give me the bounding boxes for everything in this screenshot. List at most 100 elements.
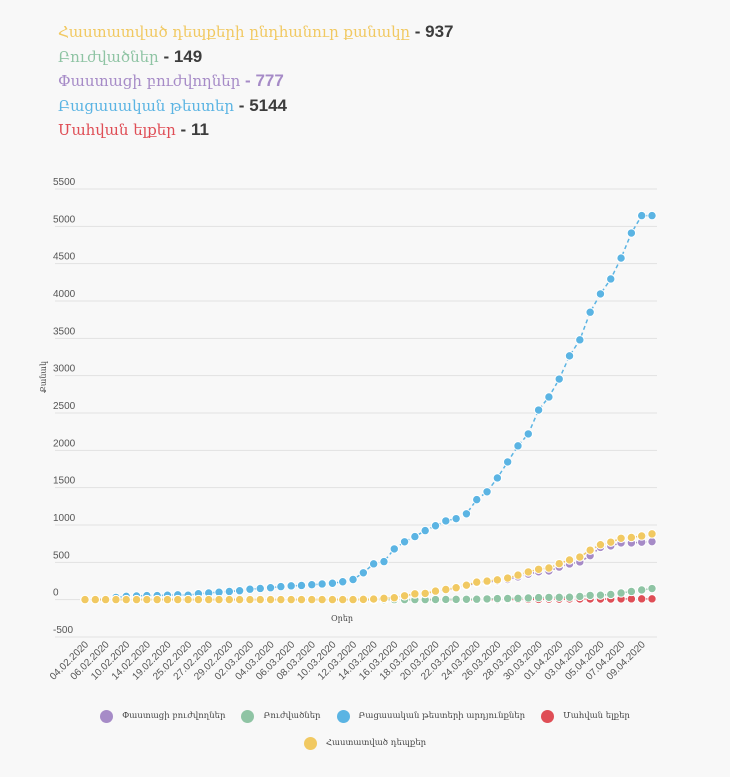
data-point[interactable]	[472, 594, 482, 604]
data-point[interactable]	[173, 594, 183, 605]
data-point[interactable]	[286, 581, 296, 591]
data-point[interactable]	[245, 584, 255, 594]
data-point[interactable]	[472, 494, 482, 505]
data-point[interactable]	[204, 594, 214, 605]
data-point[interactable]	[441, 594, 451, 605]
data-point[interactable]	[441, 584, 451, 595]
legend-item[interactable]: Բացասական թեստերի արդյունքներ	[336, 709, 525, 723]
data-point[interactable]	[399, 591, 410, 601]
data-point[interactable]	[533, 592, 544, 603]
data-point[interactable]	[461, 594, 472, 604]
data-point[interactable]	[595, 590, 606, 600]
data-point[interactable]	[636, 585, 647, 595]
data-point[interactable]	[616, 588, 626, 598]
data-point[interactable]	[554, 592, 564, 603]
data-point[interactable]	[606, 589, 616, 600]
data-point[interactable]	[647, 536, 657, 547]
data-point[interactable]	[389, 544, 399, 554]
data-point[interactable]	[513, 570, 523, 580]
data-point[interactable]	[80, 594, 90, 605]
data-point[interactable]	[193, 594, 204, 605]
legend-item[interactable]: Հաստատված դեպքեր	[303, 736, 426, 750]
data-point[interactable]	[90, 594, 101, 605]
data-point[interactable]	[472, 577, 482, 587]
data-point[interactable]	[327, 594, 338, 605]
data-point[interactable]	[296, 580, 307, 591]
data-point[interactable]	[647, 583, 657, 594]
data-point[interactable]	[441, 516, 451, 526]
data-point[interactable]	[399, 537, 410, 547]
data-point[interactable]	[523, 593, 533, 603]
data-point[interactable]	[647, 529, 657, 539]
data-point[interactable]	[513, 593, 523, 604]
data-point[interactable]	[307, 580, 317, 590]
data-point[interactable]	[451, 513, 461, 524]
data-point[interactable]	[451, 583, 461, 593]
data-point[interactable]	[492, 473, 503, 483]
data-point[interactable]	[544, 592, 554, 603]
data-point[interactable]	[595, 289, 606, 299]
data-point[interactable]	[533, 564, 544, 574]
data-point[interactable]	[544, 563, 554, 573]
data-point[interactable]	[121, 594, 131, 605]
data-point[interactable]	[255, 594, 265, 605]
data-point[interactable]	[575, 552, 585, 562]
data-point[interactable]	[131, 594, 142, 605]
data-point[interactable]	[410, 589, 420, 599]
data-point[interactable]	[564, 555, 575, 565]
data-point[interactable]	[338, 577, 348, 587]
data-point[interactable]	[513, 441, 523, 451]
data-point[interactable]	[224, 586, 235, 597]
data-point[interactable]	[626, 586, 637, 597]
data-point[interactable]	[224, 594, 235, 605]
data-point[interactable]	[461, 580, 472, 590]
data-point[interactable]	[626, 532, 637, 543]
data-point[interactable]	[502, 573, 513, 583]
data-point[interactable]	[162, 594, 173, 605]
legend-item[interactable]: Բուժվածներ	[241, 709, 321, 723]
data-point[interactable]	[430, 521, 441, 531]
data-point[interactable]	[554, 558, 564, 569]
legend-item[interactable]: Փաստացի բուժվողներ	[100, 709, 225, 723]
data-point[interactable]	[564, 592, 575, 602]
data-point[interactable]	[616, 533, 626, 543]
data-point[interactable]	[286, 594, 296, 605]
data-point[interactable]	[482, 594, 492, 604]
data-point[interactable]	[636, 531, 647, 541]
data-point[interactable]	[482, 487, 492, 497]
data-point[interactable]	[234, 594, 245, 605]
data-point[interactable]	[152, 594, 162, 605]
data-point[interactable]	[492, 575, 503, 585]
data-point[interactable]	[338, 594, 348, 605]
data-point[interactable]	[606, 537, 616, 547]
data-point[interactable]	[430, 586, 441, 596]
data-point[interactable]	[575, 335, 585, 345]
data-point[interactable]	[214, 594, 224, 605]
data-point[interactable]	[265, 594, 276, 605]
data-point[interactable]	[348, 594, 358, 605]
data-point[interactable]	[636, 210, 647, 221]
data-point[interactable]	[358, 594, 369, 605]
data-point[interactable]	[544, 392, 554, 402]
data-point[interactable]	[420, 588, 430, 599]
data-point[interactable]	[523, 567, 533, 577]
data-point[interactable]	[595, 540, 606, 550]
data-point[interactable]	[111, 594, 121, 605]
data-point[interactable]	[647, 210, 657, 221]
data-point[interactable]	[317, 579, 327, 589]
data-point[interactable]	[533, 405, 544, 415]
data-point[interactable]	[647, 594, 657, 604]
data-point[interactable]	[585, 590, 595, 601]
data-point[interactable]	[410, 531, 420, 542]
data-point[interactable]	[420, 525, 430, 536]
data-point[interactable]	[307, 594, 317, 605]
data-point[interactable]	[502, 457, 513, 467]
data-point[interactable]	[564, 351, 575, 361]
data-point[interactable]	[368, 559, 379, 569]
data-point[interactable]	[317, 594, 327, 605]
data-point[interactable]	[502, 593, 513, 604]
data-point[interactable]	[379, 556, 389, 567]
data-point[interactable]	[265, 583, 276, 593]
data-point[interactable]	[492, 593, 503, 604]
data-point[interactable]	[100, 594, 111, 605]
